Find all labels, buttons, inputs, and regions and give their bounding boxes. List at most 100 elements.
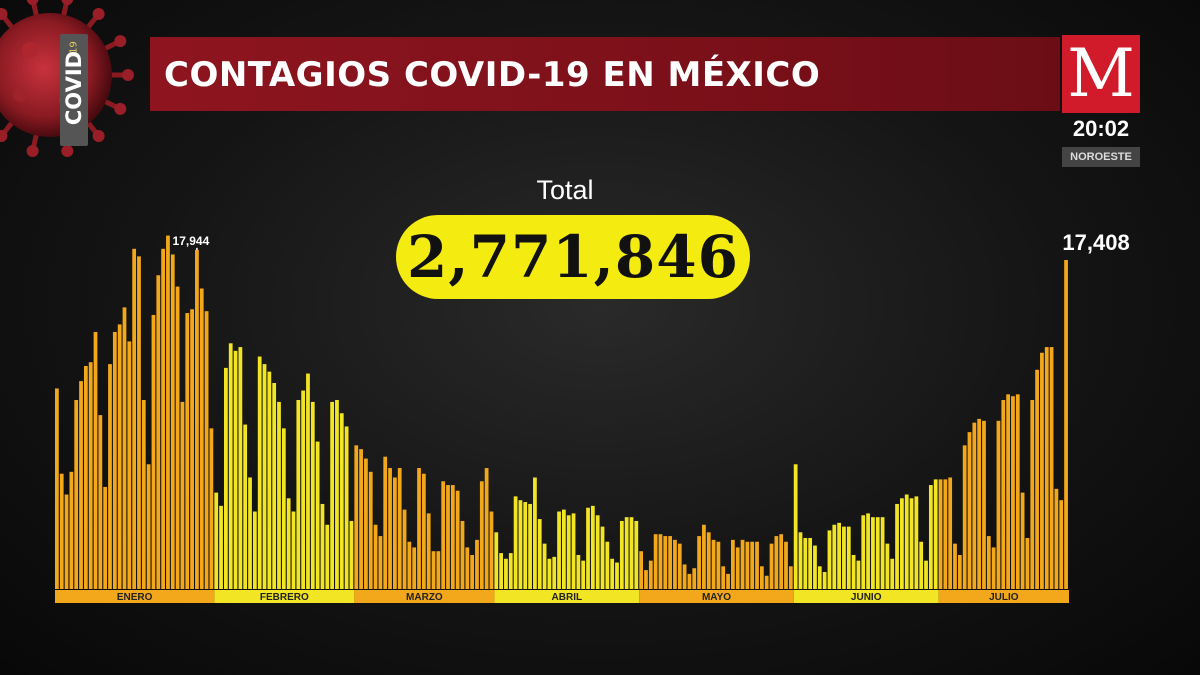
bar-mayo-4 (653, 534, 658, 589)
month-label-junio: JUNIO (851, 592, 882, 603)
bar-junio-25 (909, 498, 914, 589)
bar-febrero-4 (228, 343, 233, 589)
bar-junio-1 (793, 464, 798, 589)
bar-marzo-13 (412, 547, 417, 589)
bar-junio-27 (919, 541, 924, 589)
bar-enero-10 (98, 415, 103, 589)
bar-mayo-13 (697, 536, 701, 589)
month-label-enero: ENERO (117, 592, 153, 603)
bar-marzo-15 (421, 473, 426, 589)
bar-marzo-21 (450, 485, 455, 589)
bar-enero-2 (59, 473, 64, 589)
bar-mayo-3 (648, 560, 653, 589)
bar-enero-23 (161, 248, 165, 590)
bar-junio-26 (914, 496, 919, 589)
bar-julio-1 (938, 479, 943, 589)
bar-junio-20 (885, 543, 890, 589)
bar-junio-2 (798, 532, 803, 589)
bar-enero-25 (170, 254, 175, 589)
bar-marzo-5 (373, 524, 378, 589)
bar-abril-7 (523, 502, 528, 589)
bar-mayo-28 (769, 543, 774, 589)
bar-mayo-11 (687, 573, 692, 589)
bar-marzo-19 (441, 481, 446, 589)
bar-junio-28 (924, 560, 928, 589)
bar-julio-13 (996, 420, 1001, 589)
bar-febrero-28 (344, 426, 349, 589)
bar-mayo-16 (711, 539, 716, 589)
bar-abril-24 (605, 541, 610, 589)
bar-mayo-19 (726, 573, 730, 589)
bar-febrero-9 (252, 511, 257, 589)
total-pill: 2,771,846 (396, 215, 750, 299)
bar-enero-33 (209, 428, 214, 589)
bar-mayo-5 (658, 534, 663, 589)
bar-febrero-29 (349, 520, 354, 589)
bar-febrero-1 (214, 492, 219, 589)
title-bar: CONTAGIOS COVID-19 EN MÉXICO (150, 37, 1060, 111)
bar-abril-30 (634, 520, 639, 589)
bar-marzo-14 (417, 468, 421, 589)
bar-febrero-6 (238, 347, 243, 589)
bar-mayo-29 (774, 536, 779, 589)
bar-julio-18 (1020, 492, 1025, 589)
bar-junio-13 (851, 554, 856, 589)
bar-febrero-2 (219, 505, 223, 589)
bar-abril-27 (619, 520, 624, 589)
bar-enero-17 (132, 248, 137, 590)
bar-junio-15 (861, 515, 866, 589)
annotation-peak-enero: 17,944 (173, 234, 210, 248)
bar-enero-32 (204, 311, 209, 589)
bar-abril-9 (533, 477, 537, 589)
bar-mayo-12 (692, 568, 697, 589)
bar-junio-10 (837, 522, 841, 589)
bar-abril-26 (615, 562, 619, 589)
milenio-logo: M (1062, 35, 1140, 113)
bar-febrero-8 (248, 477, 252, 589)
bar-abril-25 (610, 558, 615, 589)
bar-febrero-5 (233, 350, 238, 589)
bar-mayo-15 (706, 532, 711, 589)
bar-julio-27 (1064, 259, 1068, 589)
bar-febrero-3 (224, 367, 228, 589)
bar-mayo-7 (668, 536, 672, 589)
bar-febrero-12 (267, 371, 272, 589)
bar-enero-5 (74, 400, 79, 589)
bar-marzo-2 (359, 449, 363, 589)
bar-abril-16 (566, 515, 571, 589)
bar-marzo-4 (368, 471, 373, 589)
bar-enero-14 (117, 324, 122, 589)
bar-febrero-20 (306, 373, 310, 589)
bar-abril-29 (629, 517, 634, 589)
bar-marzo-22 (455, 490, 460, 589)
bar-marzo-27 (479, 481, 484, 589)
month-label-marzo: MARZO (406, 592, 443, 603)
bar-febrero-18 (296, 400, 301, 589)
annotation-latest-julio: 17,408 (1062, 230, 1129, 255)
bar-junio-6 (817, 566, 822, 589)
bar-julio-14 (1001, 400, 1006, 589)
bar-julio-15 (1006, 394, 1010, 589)
bar-febrero-11 (262, 364, 267, 589)
bar-febrero-25 (330, 401, 334, 589)
bar-junio-12 (846, 526, 851, 589)
bar-febrero-10 (257, 356, 262, 589)
bar-abril-20 (586, 507, 590, 589)
bar-febrero-19 (301, 390, 306, 589)
bar-abril-12 (547, 558, 552, 589)
bar-febrero-27 (339, 413, 344, 589)
bar-julio-12 (991, 547, 996, 589)
bar-marzo-25 (470, 554, 475, 589)
bar-febrero-22 (315, 441, 320, 589)
bar-marzo-16 (426, 513, 431, 589)
bar-mayo-17 (716, 541, 721, 589)
bar-enero-9 (93, 331, 98, 589)
bar-junio-22 (895, 503, 899, 589)
bar-marzo-10 (397, 468, 402, 589)
bar-junio-5 (813, 545, 817, 589)
bar-julio-8 (972, 422, 977, 589)
bar-julio-16 (1011, 396, 1015, 589)
bar-marzo-7 (383, 456, 388, 589)
bar-marzo-8 (388, 468, 392, 589)
